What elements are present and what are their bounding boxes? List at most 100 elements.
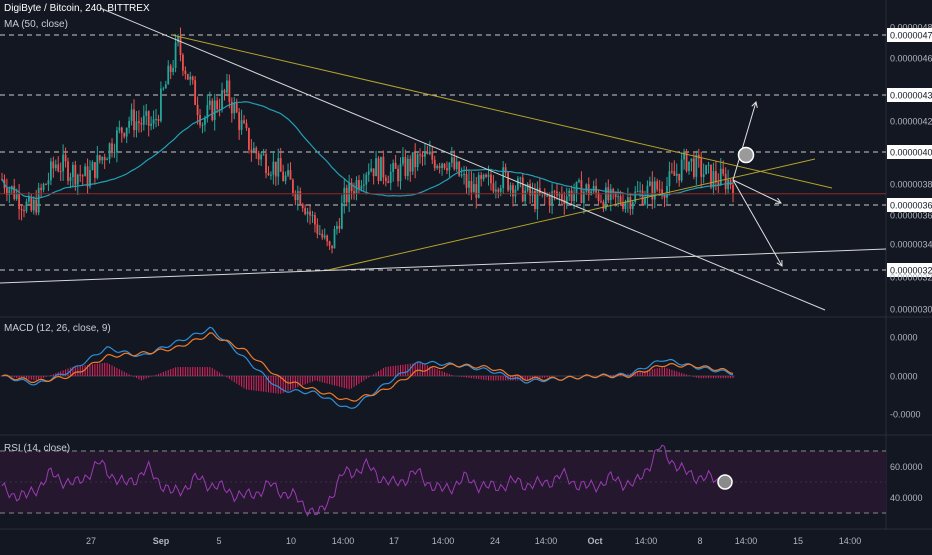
candle-body <box>243 120 245 124</box>
candle-body <box>732 184 734 194</box>
candle-body <box>145 111 148 116</box>
candle-body <box>541 191 544 195</box>
candle-body <box>436 165 439 169</box>
candle-body <box>712 171 715 188</box>
candle-body <box>624 201 627 209</box>
candle-body <box>475 184 478 198</box>
candle-body <box>155 119 157 121</box>
candle-body <box>553 191 556 193</box>
candle-body <box>482 174 485 180</box>
candle-body <box>362 184 365 186</box>
candle-body <box>519 177 522 179</box>
candle-body <box>653 181 656 200</box>
time-tick-label: 14:00 <box>735 536 758 546</box>
candle-body <box>191 76 194 81</box>
candle-body <box>573 193 575 202</box>
arrow-head <box>751 100 758 108</box>
candle-body <box>492 183 495 192</box>
candle-body <box>424 152 426 157</box>
candle-body <box>252 147 255 153</box>
ma-label: MA (50, close) <box>4 19 68 30</box>
candle-body <box>211 100 214 121</box>
candle-body <box>590 191 593 196</box>
candle-body <box>604 187 607 209</box>
candle-body <box>89 170 91 187</box>
candle-body <box>428 151 431 154</box>
candle-body <box>714 171 717 183</box>
candle-body <box>578 180 580 182</box>
candle-body <box>120 127 123 134</box>
candle-body <box>287 170 289 176</box>
macd-tick-label: 0.0000 <box>890 372 918 382</box>
candle-body <box>140 122 143 125</box>
candle-body <box>546 195 549 197</box>
resistance-trendline <box>171 34 833 189</box>
candle-body <box>194 80 197 105</box>
candle-body <box>8 189 11 195</box>
candle-body <box>30 196 33 211</box>
candle-body <box>172 67 175 72</box>
candle-body <box>328 241 331 246</box>
candle-body <box>138 121 140 123</box>
candle-body <box>157 119 160 121</box>
candle-body <box>636 191 639 193</box>
candle-body <box>179 36 182 55</box>
candle-body <box>326 235 329 242</box>
candle-body <box>700 158 703 177</box>
candle-body <box>265 154 267 174</box>
candle-body <box>392 162 395 172</box>
candle-body <box>683 151 686 160</box>
candle-body <box>284 175 287 182</box>
symbol-legend: DigiByte / Bitcoin, 240, BITTREX <box>4 3 150 14</box>
level-tag <box>887 198 932 212</box>
candle-body <box>106 159 109 161</box>
candle-body <box>504 167 507 173</box>
candle-body <box>113 151 116 153</box>
candle-body <box>94 162 96 178</box>
candle-body <box>152 119 155 124</box>
candle-body <box>389 171 392 183</box>
candle-body <box>453 157 456 170</box>
candle-body <box>101 157 104 161</box>
rsi-tick-label: 60.0000 <box>890 462 923 472</box>
candle-body <box>257 153 260 160</box>
candle-body <box>509 185 512 191</box>
macd-legend: MACD (12, 26, close, 9) <box>4 323 111 334</box>
candle-body <box>414 152 417 168</box>
time-tick-label: 8 <box>697 536 702 546</box>
candle-body <box>729 179 732 185</box>
candle-body <box>619 196 622 204</box>
candle-body <box>409 158 412 172</box>
candle-body <box>404 157 407 177</box>
candle-body <box>600 201 602 203</box>
time-tick-label: 24 <box>490 536 500 546</box>
candle-body <box>678 173 681 181</box>
candle-body <box>213 100 216 121</box>
candle-body <box>116 130 118 152</box>
level-tag <box>887 263 932 277</box>
candle-body <box>490 174 492 184</box>
candle-body <box>37 187 40 213</box>
candle-body <box>612 189 615 193</box>
candle-body <box>634 191 637 203</box>
candle-body <box>470 180 473 193</box>
signal-line <box>1 332 734 402</box>
candle-body <box>370 168 373 172</box>
candle-body <box>160 88 162 121</box>
candle-body <box>81 175 84 177</box>
candle-body <box>277 158 280 177</box>
candle-body <box>314 215 316 225</box>
candle-body <box>514 189 517 197</box>
symbol-title: DigiByte / Bitcoin, 240, BITTREX <box>4 3 150 14</box>
projection-arrow <box>732 101 757 181</box>
candle-body <box>516 178 519 190</box>
candle-body <box>460 174 463 176</box>
candle-body <box>272 161 275 175</box>
rsi-label: RSI (14, close) <box>4 443 71 454</box>
candle-body <box>560 193 563 200</box>
candle-body <box>118 127 121 131</box>
